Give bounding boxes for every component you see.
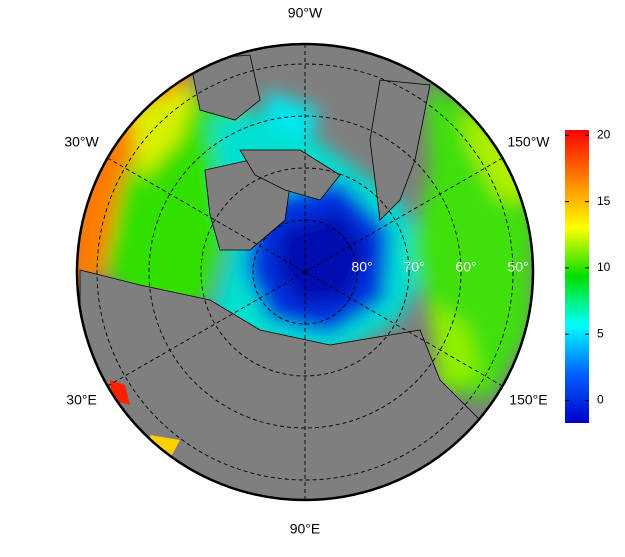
graticule — [96, 44, 514, 500]
colorbar — [565, 130, 589, 423]
parallel — [252, 219, 358, 325]
colorbar-tick-label: 10 — [597, 260, 611, 274]
longitude-label: 30°E — [66, 392, 97, 408]
eurasia — [79, 269, 481, 500]
colorbar-tick-label: 5 — [597, 326, 604, 340]
longitude-label: 150°W — [507, 134, 550, 150]
parallel — [148, 115, 462, 429]
meridian — [304, 157, 503, 273]
arctic-islands — [239, 149, 341, 201]
latitude-label: 80° — [351, 259, 372, 275]
latitude-label: 70° — [403, 259, 424, 275]
north-america — [189, 54, 261, 121]
longitude-label: 90°E — [290, 521, 321, 537]
meridian — [107, 157, 306, 273]
parallel — [200, 167, 410, 377]
longitude-label: 30°W — [64, 134, 99, 150]
colorbar-tick-label: 20 — [597, 127, 611, 141]
parallel — [96, 63, 514, 481]
meridian — [107, 271, 306, 387]
labels: 90°W 30°W 150°W 30°E 150°E 90°E 80° 70° 60° 50° — [64, 5, 550, 537]
latitude-label: 60° — [455, 259, 476, 275]
longitude-label: 90°W — [288, 5, 323, 21]
colorbar-tick-label: 0 — [597, 393, 604, 407]
map-disc — [77, 44, 533, 500]
map-border — [75, 42, 535, 502]
longitude-label: 150°E — [509, 392, 547, 408]
alaska — [369, 79, 431, 221]
ocean-field — [77, 60, 533, 400]
latitude-label: 50° — [507, 259, 528, 275]
meridian — [304, 271, 503, 387]
colorbar-tick-label: 15 — [597, 194, 611, 208]
